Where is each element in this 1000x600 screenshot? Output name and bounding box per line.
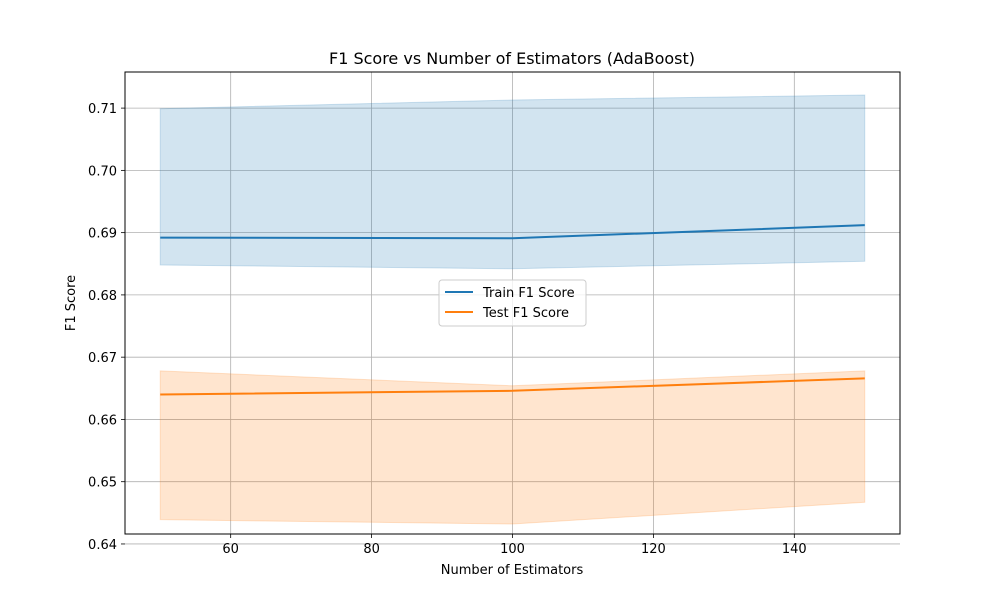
- y-axis-title: F1 Score: [64, 275, 79, 331]
- confidence-band-0: [159, 94, 866, 270]
- y-tick-label: 0.69: [88, 227, 117, 242]
- x-tick-label: 120: [641, 542, 666, 557]
- confidence-bands: [159, 94, 866, 525]
- series-line-1: [160, 377, 865, 396]
- x-axis: 60 80 100 120 140: [222, 534, 807, 557]
- x-tick-label: 80: [363, 542, 380, 557]
- y-tick-label: 0.67: [88, 351, 117, 366]
- y-tick-label: 0.70: [88, 164, 117, 179]
- chart-title: F1 Score vs Number of Estimators (AdaBoo…: [329, 49, 695, 68]
- legend-label-train: Train F1 Score: [482, 286, 575, 301]
- y-tick-label: 0.68: [88, 289, 117, 304]
- x-axis-title: Number of Estimators: [441, 563, 584, 578]
- grid: [125, 72, 900, 545]
- x-tick-label: 140: [782, 542, 807, 557]
- y-axis: 0.64 0.65 0.66 0.67 0.68 0.69 0.70 0.71: [88, 102, 125, 553]
- y-tick-label: 0.66: [88, 413, 117, 428]
- y-tick-label: 0.64: [88, 538, 117, 553]
- y-tick-label: 0.71: [88, 102, 117, 117]
- x-tick-label: 60: [222, 542, 239, 557]
- legend-box: [438, 279, 587, 327]
- legend-label-test: Test F1 Score: [482, 306, 569, 321]
- series-line-0: [160, 224, 865, 240]
- legend: Train F1 Score Test F1 Score: [438, 279, 587, 327]
- series-lines: [160, 224, 865, 396]
- confidence-band-1: [159, 370, 866, 525]
- y-tick-label: 0.65: [88, 476, 117, 491]
- x-tick-label: 100: [500, 542, 525, 557]
